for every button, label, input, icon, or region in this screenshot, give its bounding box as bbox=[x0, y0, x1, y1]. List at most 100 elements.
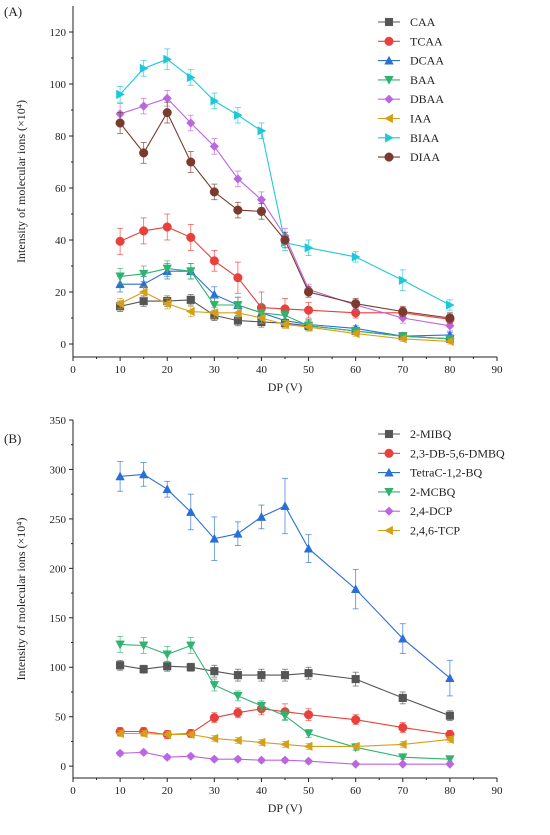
legend-label: DCAA bbox=[410, 54, 444, 68]
legend-label: IAA bbox=[410, 112, 432, 126]
data-point bbox=[398, 693, 407, 702]
data-point bbox=[162, 729, 172, 740]
data-point bbox=[162, 264, 172, 274]
series-line bbox=[120, 268, 450, 340]
data-point bbox=[398, 275, 408, 286]
y-tick-label: 0 bbox=[61, 339, 67, 351]
data-point bbox=[280, 739, 289, 750]
data-point bbox=[350, 584, 361, 594]
legend-entry: 2-MCBQ bbox=[378, 485, 456, 499]
x-tick-label: 0 bbox=[70, 785, 76, 797]
data-point bbox=[280, 671, 290, 680]
y-tick-label: 100 bbox=[50, 79, 67, 91]
chart-panel-a: (A) 0 10 20 30 40 50 60 70 80 90 0 20 40 60 80 100 120 DP … bbox=[4, 4, 503, 394]
x-tick-label: 40 bbox=[256, 785, 268, 797]
data-point bbox=[210, 667, 219, 676]
legend-entry: BIAA bbox=[378, 131, 440, 145]
series-biaa bbox=[116, 48, 455, 311]
data-point bbox=[139, 297, 148, 306]
data-point bbox=[303, 543, 314, 553]
data-point bbox=[209, 754, 219, 764]
data-point bbox=[280, 755, 290, 765]
legend-label: DBAA bbox=[410, 92, 444, 106]
series-tetrac-1-2-bq bbox=[115, 461, 455, 697]
data-point bbox=[303, 729, 314, 739]
data-point bbox=[398, 759, 408, 769]
legend-marker bbox=[384, 467, 394, 477]
data-point bbox=[445, 673, 455, 683]
data-point bbox=[162, 298, 172, 309]
data-point bbox=[351, 675, 360, 684]
data-point bbox=[139, 226, 149, 236]
legend-marker bbox=[384, 448, 394, 458]
data-point bbox=[233, 174, 243, 184]
series-2-4-6-tcp bbox=[115, 728, 454, 752]
data-point bbox=[139, 101, 149, 111]
legend-entry: 2,3-DB-5,6-DMBQ bbox=[378, 446, 505, 460]
x-tick-label: 70 bbox=[397, 364, 409, 376]
data-point bbox=[256, 313, 266, 323]
data-point bbox=[186, 663, 195, 672]
data-point bbox=[162, 108, 172, 118]
data-point bbox=[139, 665, 148, 674]
legend-marker bbox=[384, 94, 394, 104]
legend-marker bbox=[384, 487, 394, 497]
data-point bbox=[351, 715, 361, 725]
data-point bbox=[280, 311, 290, 321]
data-point bbox=[209, 713, 219, 723]
series-line bbox=[120, 473, 451, 679]
data-point bbox=[304, 710, 314, 720]
data-point bbox=[445, 336, 454, 347]
legend-label: 2,3-DB-5,6-DMBQ bbox=[410, 446, 505, 460]
legend-entry: BAA bbox=[378, 73, 436, 87]
y-axis-title: Intensity of molecular ions (×10⁴) bbox=[14, 100, 28, 263]
data-point bbox=[209, 681, 220, 690]
data-point bbox=[186, 507, 196, 516]
data-point bbox=[115, 471, 125, 481]
data-point bbox=[115, 640, 125, 650]
data-point bbox=[303, 756, 314, 766]
data-point bbox=[186, 267, 196, 277]
y-tick-label: 350 bbox=[50, 415, 67, 427]
y-tick-label: 60 bbox=[55, 183, 67, 195]
x-axis-title: DP (V) bbox=[268, 801, 303, 815]
data-point bbox=[233, 735, 242, 746]
data-point bbox=[186, 751, 196, 761]
data-point bbox=[256, 701, 267, 711]
data-point bbox=[115, 748, 125, 758]
legend-label: BAA bbox=[410, 73, 436, 87]
x-tick-label: 80 bbox=[444, 364, 456, 376]
y-tick-label: 20 bbox=[55, 287, 67, 299]
series-2-mibq bbox=[116, 659, 454, 722]
series-2-4-dcp bbox=[115, 747, 455, 769]
data-point bbox=[138, 287, 148, 297]
legend-label: 2,4,6-TCP bbox=[410, 524, 460, 538]
data-point bbox=[398, 633, 408, 643]
x-axis-title: DP (V) bbox=[268, 380, 303, 394]
data-point bbox=[304, 669, 313, 678]
data-point bbox=[350, 741, 360, 752]
legend-entry: CAA bbox=[378, 15, 436, 29]
legend-marker bbox=[384, 429, 394, 439]
data-point bbox=[162, 222, 172, 232]
data-point bbox=[186, 295, 195, 304]
data-point bbox=[209, 301, 220, 310]
panel-label: (B) bbox=[4, 431, 21, 446]
chart-panel-b: (B) 0 10 20 30 40 50 60 70 80 90 0 50 100 150 200 250 300… bbox=[4, 415, 505, 815]
legend-entry: TetraC-1,2-BQ bbox=[378, 466, 482, 480]
y-tick-label: 120 bbox=[50, 27, 67, 39]
y-tick-label: 100 bbox=[50, 662, 67, 674]
data-point bbox=[139, 747, 149, 757]
data-point bbox=[210, 96, 220, 106]
data-point bbox=[233, 301, 243, 310]
y-tick-label: 0 bbox=[61, 761, 67, 773]
data-point bbox=[445, 711, 454, 720]
data-point bbox=[398, 723, 408, 733]
legend-entry: IAA bbox=[378, 112, 432, 126]
panel-label: (A) bbox=[4, 4, 22, 19]
legend-entry: 2,4,6-TCP bbox=[378, 524, 460, 538]
data-point bbox=[397, 334, 407, 344]
x-tick-label: 30 bbox=[209, 364, 221, 376]
data-point bbox=[233, 754, 243, 764]
